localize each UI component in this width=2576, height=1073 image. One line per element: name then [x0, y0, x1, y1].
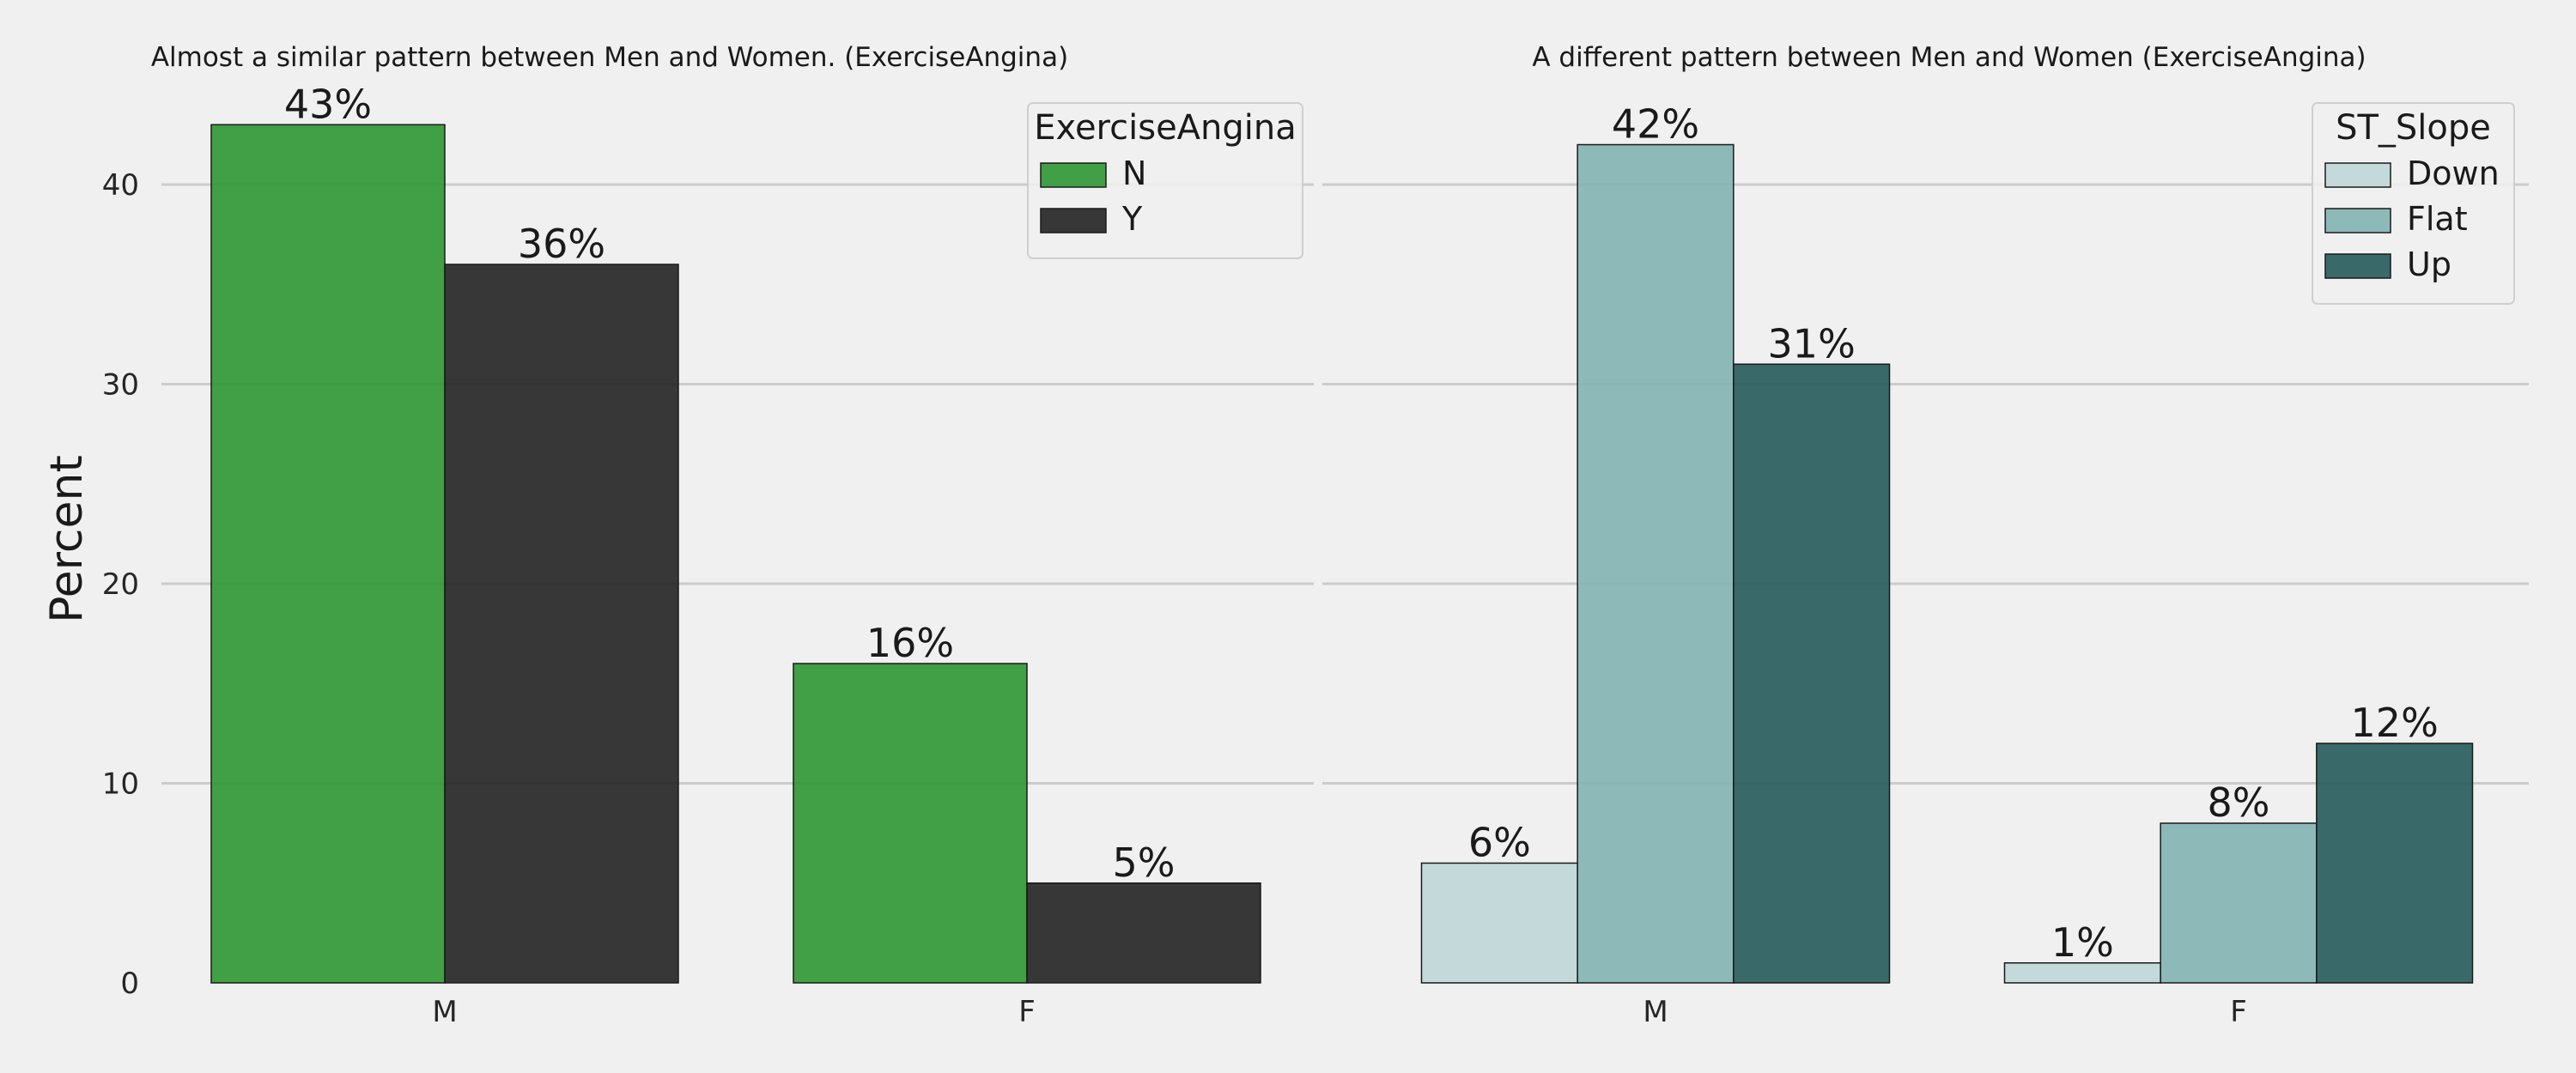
left-bars: [210, 124, 1261, 984]
x-tick-label: M: [432, 995, 457, 1029]
left-y-ticks: 0 10 20 30 40: [102, 168, 139, 1001]
legend-swatch-down: [2324, 162, 2391, 188]
left-bar-n-m: [210, 124, 446, 984]
left-chart-title: Almost a similar pattern between Men and…: [151, 42, 1068, 73]
right-chart-panel: A different pattern between Men and Wome…: [1322, 42, 2529, 1029]
right-bar-down-f: [2003, 962, 2161, 984]
right-bar-flat-f: [2160, 822, 2318, 984]
left-bar-n-f: [793, 663, 1028, 984]
legend-swatch-y: [1040, 208, 1107, 233]
legend-label-down: Down: [2407, 155, 2500, 192]
legend-label-up: Up: [2407, 246, 2451, 283]
y-tick-label: 0: [120, 967, 139, 1001]
bar-value-label: 36%: [518, 221, 605, 267]
bar-value-label: 42%: [1612, 101, 1699, 148]
right-bar-down-m: [1420, 862, 1578, 984]
y-tick-label: 20: [102, 567, 139, 602]
legend-swatch-flat: [2324, 208, 2391, 233]
legend-label-y: Y: [1121, 200, 1143, 238]
bar-value-label: 43%: [284, 81, 372, 127]
bar-value-label: 6%: [1468, 820, 1531, 866]
left-bar-labels: 43% 36% 16% 5%: [284, 81, 1176, 886]
right-bar-labels: 6% 42% 31% 1% 8% 12%: [1468, 101, 2439, 966]
left-bar-y-m: [444, 264, 679, 984]
bar-value-label: 5%: [1113, 840, 1176, 886]
right-bar-up-m: [1733, 363, 1891, 984]
right-bars: [1420, 143, 2474, 984]
legend-swatch-n: [1040, 162, 1107, 188]
legend-title: ST_Slope: [2336, 108, 2491, 148]
legend-swatch-up: [2324, 253, 2391, 279]
x-tick-label: F: [1018, 995, 1036, 1029]
bar-value-label: 1%: [2051, 919, 2114, 966]
bar-value-label: 8%: [2208, 779, 2270, 826]
right-chart-title: A different pattern between Men and Wome…: [1532, 42, 2366, 73]
left-legend: ExerciseAngina NY: [1027, 102, 1303, 259]
y-tick-label: 10: [102, 767, 139, 802]
bar-value-label: 16%: [866, 620, 954, 666]
right-bar-up-f: [2316, 743, 2474, 984]
right-bar-flat-m: [1577, 143, 1735, 984]
right-legend: ST_Slope Down Flat Up: [2312, 102, 2515, 305]
x-tick-label: F: [2230, 995, 2247, 1029]
y-axis-label: Percent: [41, 455, 93, 623]
x-tick-label: M: [1643, 995, 1668, 1029]
y-tick-label: 30: [102, 368, 139, 403]
left-chart-panel: Almost a similar pattern between Men and…: [102, 42, 1314, 1029]
left-bar-y-f: [1026, 882, 1261, 984]
legend-label-flat: Flat: [2407, 200, 2468, 238]
bar-value-label: 12%: [2351, 700, 2439, 746]
legend-title: ExerciseAngina: [1034, 108, 1297, 148]
y-tick-label: 40: [102, 168, 139, 203]
bar-value-label: 31%: [1768, 320, 1856, 367]
legend-label-n: N: [1122, 155, 1146, 192]
